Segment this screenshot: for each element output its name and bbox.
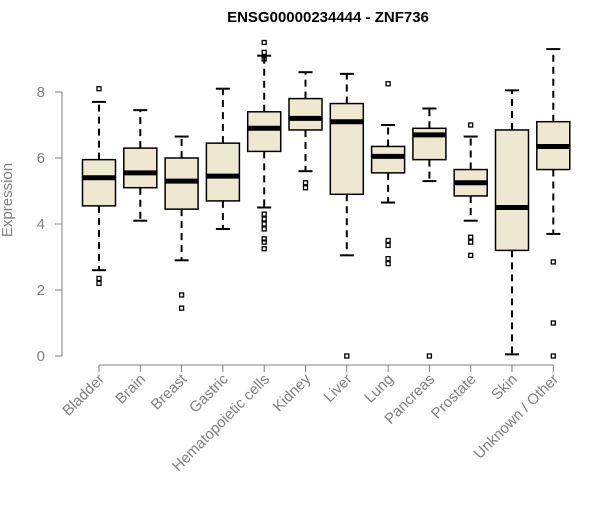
y-tick-label-4: 4 — [37, 216, 45, 233]
outlier-point — [261, 226, 267, 232]
box-iqr — [246, 111, 282, 153]
outlier-point — [468, 239, 474, 245]
y-axis-label: Expression — [0, 163, 16, 237]
box-pancreas — [412, 107, 447, 359]
outlier-point — [261, 236, 267, 242]
outlier-point — [468, 234, 474, 240]
outlier-point — [385, 260, 391, 267]
y-tick-label-2: 2 — [37, 282, 45, 299]
box-iqr — [123, 147, 158, 189]
x-label-skin: Skin — [488, 371, 521, 404]
outlier-point — [261, 39, 267, 46]
outlier-point — [550, 320, 556, 326]
box-kidney — [288, 71, 323, 191]
box-gastric — [205, 87, 241, 230]
outlier-point — [96, 275, 102, 282]
outlier-point — [96, 280, 102, 287]
outlier-point — [261, 216, 267, 222]
outlier-point — [385, 237, 391, 244]
outlier-point — [261, 211, 267, 217]
y-axis: 0 2 4 6 8 — [37, 84, 63, 365]
x-label-breast: Breast — [148, 370, 191, 413]
box-bladder — [81, 86, 117, 287]
outlier-point — [178, 292, 185, 298]
outlier-point — [385, 242, 391, 249]
box-lung — [370, 81, 406, 267]
outlier-point — [261, 49, 267, 56]
outlier-point — [261, 239, 267, 245]
box-skin — [494, 89, 530, 356]
outlier-point — [550, 353, 556, 359]
y-tick-label-8: 8 — [37, 84, 45, 101]
box-hematopoietic-cells — [246, 39, 282, 252]
box-iqr — [288, 97, 323, 131]
outlier-point — [468, 122, 474, 128]
outlier-point — [344, 353, 350, 359]
outlier-point — [385, 255, 391, 262]
box-iqr — [205, 142, 241, 202]
box-iqr — [370, 145, 406, 174]
outlier-point — [261, 246, 267, 252]
x-label-liver: Liver — [321, 371, 356, 406]
x-label-prostate: Prostate — [428, 371, 480, 423]
outlier-point — [96, 86, 102, 92]
box-unknown-other — [536, 48, 571, 359]
outlier-point — [261, 221, 267, 227]
box-liver — [329, 72, 365, 359]
x-label-bladder: Bladder — [59, 371, 108, 420]
box-iqr — [329, 102, 365, 196]
outlier-point — [426, 353, 433, 359]
y-tick-label-6: 6 — [37, 150, 45, 167]
x-label-brain: Brain — [112, 371, 149, 408]
outlier-point — [385, 81, 391, 87]
chart-title: ENSG00000234444 - ZNF736 — [227, 9, 429, 26]
box-breast — [164, 135, 199, 311]
box-iqr — [81, 158, 117, 207]
outlier-point — [550, 259, 556, 265]
x-label-lung: Lung — [361, 371, 397, 407]
outlier-point — [302, 180, 309, 186]
outlier-point — [302, 185, 309, 191]
box-prostate — [453, 122, 488, 259]
outlier-point — [178, 305, 185, 311]
outlier-point — [468, 252, 474, 259]
y-tick-label-0: 0 — [37, 348, 45, 365]
x-label-kidney: Kidney — [270, 370, 315, 415]
box-iqr — [494, 129, 530, 252]
boxes-layer — [81, 39, 571, 359]
box-brain — [123, 109, 158, 222]
outlier-point — [261, 56, 267, 62]
